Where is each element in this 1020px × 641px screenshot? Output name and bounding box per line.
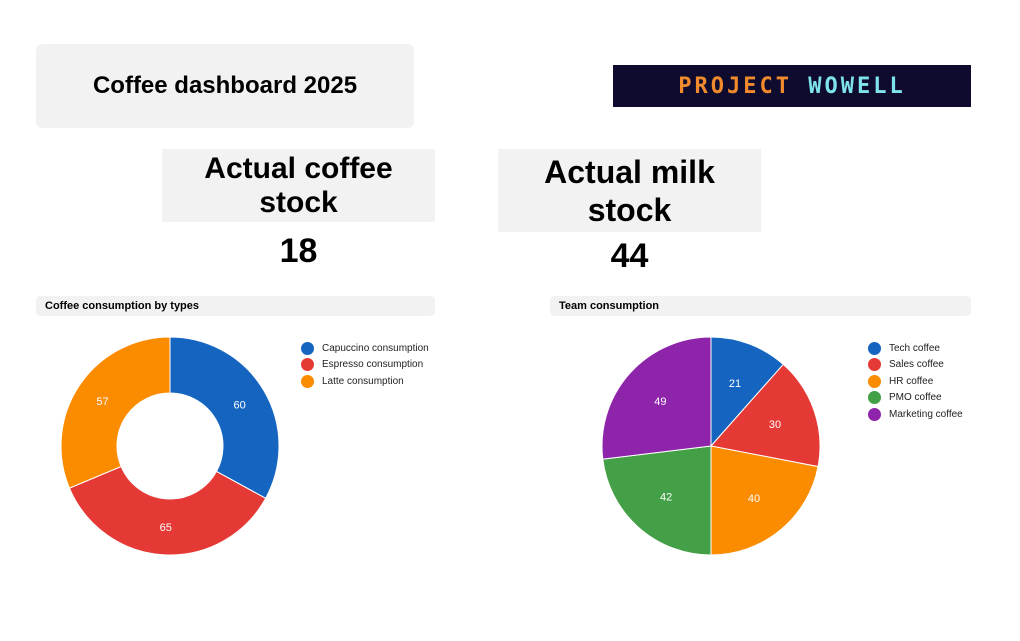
legend-swatch (301, 374, 314, 388)
legend-swatch (868, 374, 881, 388)
data-label: 65 (160, 522, 172, 534)
slice-espresso-consumption[interactable] (68, 465, 267, 556)
legend-label: PMO coffee (889, 392, 942, 404)
legend-item[interactable]: Latte consumption (301, 373, 429, 390)
data-label: 30 (769, 419, 781, 431)
slice-latte-consumption[interactable] (60, 336, 171, 489)
slice-capuccino-consumption[interactable] (169, 336, 280, 499)
data-label: 42 (660, 492, 672, 504)
legend-coffee-types: Capuccino consumption Espresso consumptio… (301, 340, 429, 390)
legend-swatch (301, 358, 314, 372)
coffee-stock-label-box: Actual coffee stock (162, 149, 435, 222)
legend-item[interactable]: PMO coffee (868, 390, 963, 407)
slice-hr-coffee[interactable] (710, 445, 819, 556)
legend-item[interactable]: Sales coffee (868, 357, 963, 374)
legend-label: Tech coffee (889, 342, 940, 354)
legend-label: Marketing coffee (889, 408, 963, 420)
legend-swatch (868, 358, 881, 372)
coffee-stock-label: Actual coffee stock (204, 151, 393, 219)
data-label: 21 (729, 378, 741, 390)
legend-label: HR coffee (889, 375, 934, 387)
data-label: 60 (234, 400, 246, 412)
milk-stock-value: 44 (610, 237, 649, 275)
legend-swatch (301, 341, 314, 355)
legend-label: Espresso consumption (322, 359, 424, 371)
data-label: 49 (654, 396, 666, 408)
slice-tech-coffee[interactable] (710, 336, 784, 448)
legend-item[interactable]: Marketing coffee (868, 406, 963, 423)
coffee-stock-value: 18 (279, 232, 318, 270)
legend-team: Tech coffee Sales coffee HR coffee PMO coff… (868, 340, 963, 423)
data-label: 40 (748, 493, 760, 505)
legend-item[interactable]: Capuccino consumption (301, 340, 429, 357)
milk-stock-label-box: Actual milk stock (498, 149, 761, 232)
legend-item[interactable]: Tech coffee (868, 340, 963, 357)
legend-swatch (868, 391, 881, 405)
legend-swatch (868, 341, 881, 355)
slice-pmo-coffee[interactable] (602, 445, 712, 556)
slice-sales-coffee[interactable] (710, 363, 821, 468)
milk-stock-label: Actual milk stock (544, 153, 715, 228)
slice-marketing-coffee[interactable] (601, 336, 712, 460)
chart-title-coffee-types: Coffee consumption by types (36, 296, 435, 316)
legend-item[interactable]: Espresso consumption (301, 357, 429, 374)
project-wowell-logo: PROJECT WOWELL (613, 65, 971, 107)
data-label: 57 (96, 396, 108, 408)
chart-title-team: Team consumption (550, 296, 971, 316)
legend-label: Sales coffee (889, 359, 944, 371)
legend-label: Latte consumption (322, 375, 404, 387)
legend-label: Capuccino consumption (322, 342, 429, 354)
legend-swatch (868, 407, 881, 421)
legend-item[interactable]: HR coffee (868, 373, 963, 390)
dashboard-title: Coffee dashboard 2025 (36, 44, 414, 128)
